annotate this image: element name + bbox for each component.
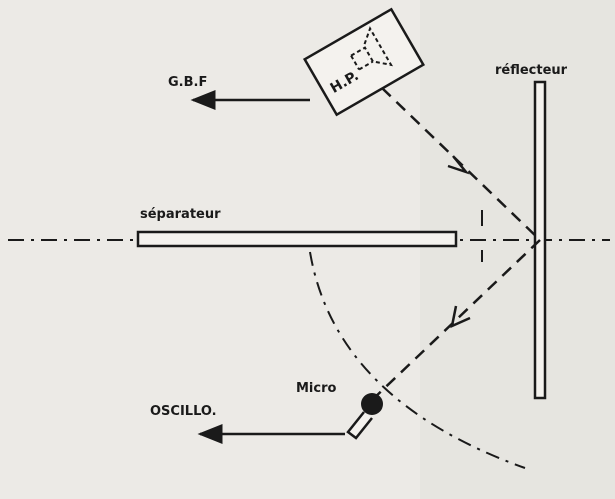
gbf-label: G.B.F — [168, 75, 207, 90]
separateur-plate — [136, 230, 458, 248]
reflecteur-label: réflecteur — [495, 63, 568, 78]
separateur-label: séparateur — [140, 207, 221, 222]
speaker-icon — [350, 26, 394, 71]
reflected-ray-arrowhead — [450, 305, 471, 329]
micro-handle — [346, 411, 373, 440]
micro-head — [361, 393, 383, 415]
oscillo-label: OSCILLO. — [150, 404, 217, 419]
micro-label: Micro — [296, 381, 337, 396]
micro-trajectory-arc — [309, 251, 526, 469]
incident-ray-arrowhead — [447, 155, 470, 175]
paper-shade — [420, 0, 615, 499]
hp-speaker: H.P. — [302, 7, 426, 117]
